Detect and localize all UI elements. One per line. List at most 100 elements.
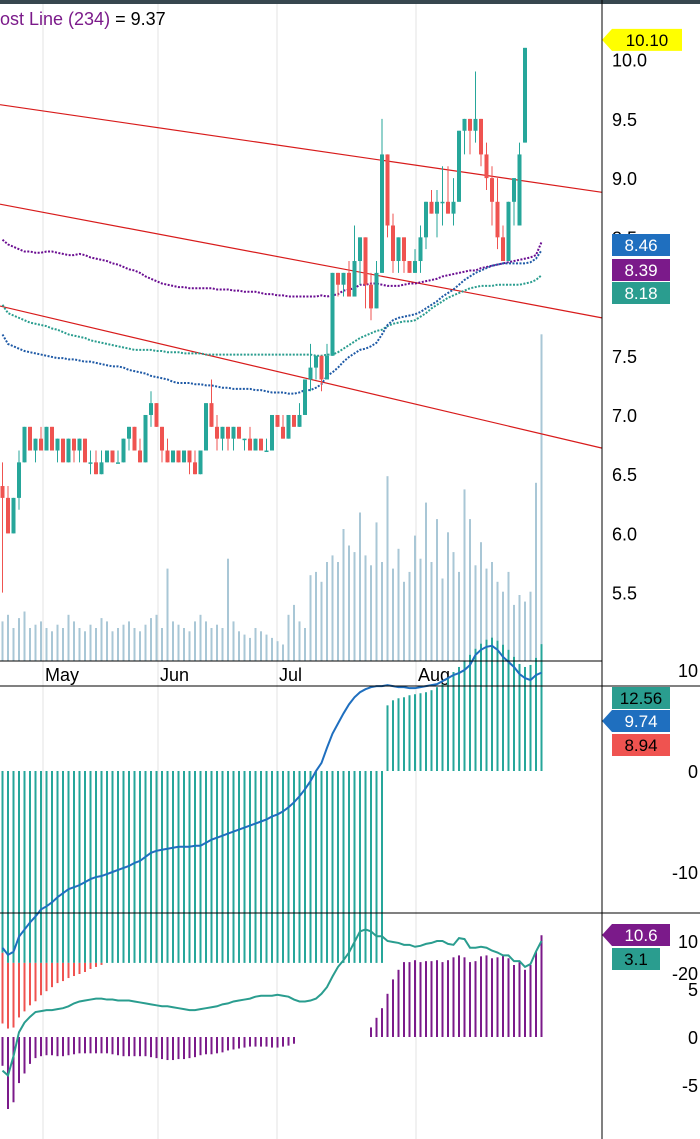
histogram-bar-teal bbox=[370, 771, 372, 963]
candle-down bbox=[215, 426, 219, 439]
candle-up bbox=[297, 414, 302, 427]
volume-bar bbox=[359, 512, 361, 661]
histogram-bar-teal bbox=[331, 771, 334, 963]
value-tag bbox=[602, 28, 682, 51]
histogram-bar-teal-positive bbox=[496, 640, 499, 771]
indicator-header: ost Line (234) = 9.37 bbox=[0, 9, 166, 29]
volume-bar bbox=[254, 628, 257, 661]
month-label-jul: Jul bbox=[279, 665, 302, 685]
volume-bar bbox=[216, 624, 218, 661]
volume-bar bbox=[397, 548, 400, 661]
volume-bar bbox=[287, 614, 290, 661]
histogram-bar-red bbox=[7, 962, 9, 1029]
oscillator-bar bbox=[67, 1037, 70, 1056]
candle-up bbox=[314, 355, 318, 368]
histogram-bar-teal bbox=[117, 771, 119, 963]
volume-bar bbox=[29, 628, 31, 661]
volume-bar bbox=[12, 628, 15, 661]
volume-bar bbox=[518, 595, 521, 661]
candle-down bbox=[0, 486, 5, 498]
volume-bar bbox=[150, 618, 152, 661]
histogram-bar-teal-positive bbox=[480, 643, 482, 771]
candle-up bbox=[523, 47, 527, 143]
histogram-bar-teal-positive bbox=[491, 637, 493, 771]
oscillator-bar bbox=[227, 1037, 229, 1051]
volume-bar bbox=[161, 628, 163, 661]
histogram-bar-teal bbox=[320, 771, 323, 963]
oscillator-bar bbox=[95, 1037, 97, 1054]
price-tick-label: 9.5 bbox=[612, 110, 637, 130]
oscillator-bar bbox=[117, 1037, 119, 1056]
candle-up bbox=[418, 237, 423, 262]
volume-bar bbox=[177, 624, 180, 661]
price-panel: 5.56.06.57.07.58.08.59.09.510.0MayJunJul… bbox=[0, 4, 682, 1139]
value-tag-label: 12.56 bbox=[620, 689, 663, 708]
volume-bar bbox=[265, 634, 268, 661]
volume-bar bbox=[67, 614, 70, 661]
histogram-bar-teal-positive bbox=[463, 660, 466, 771]
volume-bar bbox=[480, 542, 482, 661]
price-tick-label: 7.0 bbox=[612, 406, 637, 426]
candle-up bbox=[231, 426, 236, 439]
candle-up bbox=[204, 403, 208, 451]
volume-bar bbox=[45, 628, 48, 661]
histogram-bar-red bbox=[56, 962, 59, 984]
histogram-bar-teal bbox=[100, 771, 103, 963]
value-tag bbox=[612, 948, 660, 970]
price-tick-label: 5.5 bbox=[612, 584, 637, 604]
histogram-bar-teal bbox=[260, 771, 262, 963]
oscillator-bar bbox=[271, 1037, 273, 1048]
candle-up bbox=[99, 462, 104, 475]
candle-up bbox=[308, 367, 313, 380]
oscillator-bar bbox=[133, 1037, 136, 1057]
candle-down bbox=[363, 237, 368, 285]
volume-bar bbox=[95, 628, 97, 661]
histogram-bar-teal-positive bbox=[419, 693, 422, 771]
volume-bar bbox=[293, 604, 295, 661]
volume-bar bbox=[524, 601, 526, 661]
oscillator-bar bbox=[502, 955, 504, 1037]
candle-down bbox=[501, 237, 505, 262]
candle-down bbox=[176, 450, 181, 463]
candle-up bbox=[17, 462, 21, 498]
oscillator-bar bbox=[265, 1037, 268, 1047]
volume-bar bbox=[260, 631, 262, 661]
oscillator-bar bbox=[535, 951, 537, 1037]
volume-bar bbox=[441, 578, 444, 661]
histogram-bar-red bbox=[84, 962, 86, 972]
histogram-bar-teal-positive bbox=[535, 657, 537, 771]
histogram-bar-teal bbox=[326, 771, 328, 963]
volume-bar bbox=[485, 568, 488, 661]
candle-down bbox=[160, 426, 164, 451]
volume-bar bbox=[139, 631, 141, 661]
value-tag bbox=[612, 282, 670, 304]
candle-up bbox=[55, 438, 60, 451]
histogram-bar-teal bbox=[293, 771, 295, 963]
candle-down bbox=[154, 403, 159, 427]
candle-up bbox=[121, 438, 126, 463]
histogram-bar-teal bbox=[161, 771, 163, 963]
candle-down bbox=[237, 426, 241, 439]
value-tag bbox=[602, 710, 670, 732]
candle-up bbox=[11, 497, 16, 534]
volume-bar bbox=[122, 624, 125, 661]
candle-down bbox=[193, 462, 197, 475]
oscillator-bar bbox=[45, 1037, 48, 1056]
volume-bar bbox=[326, 562, 328, 661]
histogram-bar-teal-positive bbox=[518, 663, 521, 771]
candle-up bbox=[473, 118, 478, 131]
histogram-bar-red bbox=[62, 962, 64, 982]
oscillator-bar bbox=[128, 1037, 130, 1057]
volume-bar bbox=[34, 624, 37, 661]
histogram-bar-red bbox=[73, 962, 75, 977]
oscillator-bar bbox=[474, 961, 477, 1037]
volume-bar bbox=[155, 614, 158, 661]
histogram-bar-teal-positive bbox=[513, 656, 515, 771]
candle-up bbox=[303, 379, 307, 415]
volume-bar bbox=[342, 529, 345, 661]
oscillator-bar bbox=[73, 1037, 75, 1055]
volume-bar bbox=[353, 552, 356, 661]
candle-up bbox=[105, 450, 109, 463]
volume-bar bbox=[403, 581, 405, 661]
histogram-bar-teal bbox=[381, 771, 383, 963]
